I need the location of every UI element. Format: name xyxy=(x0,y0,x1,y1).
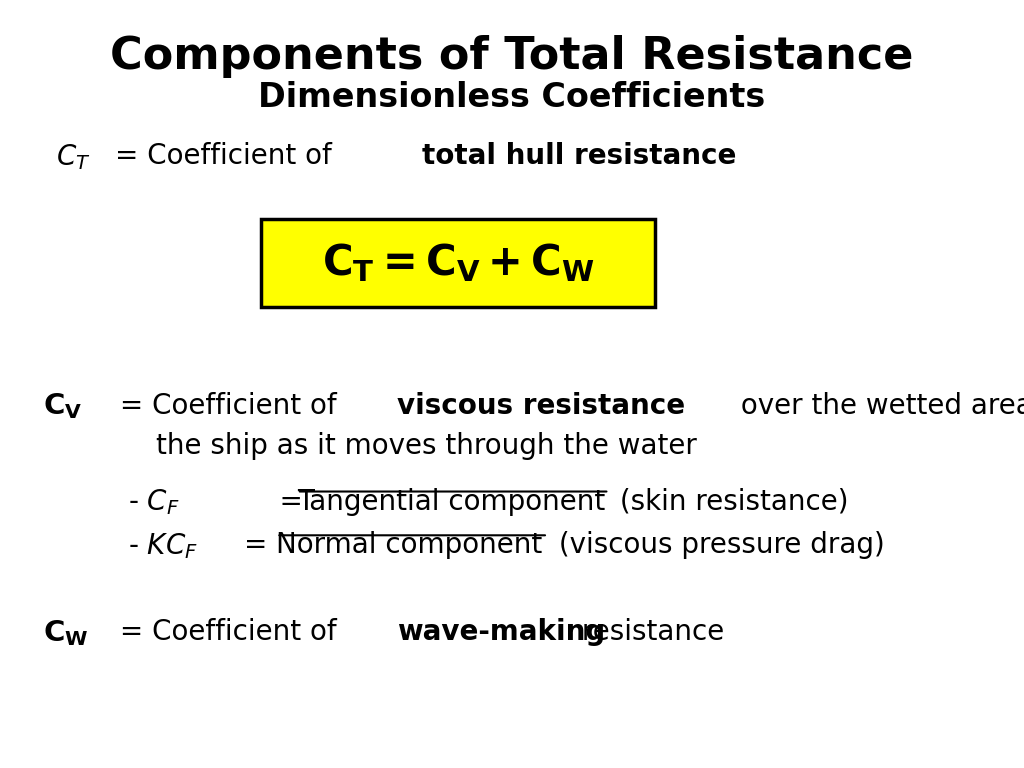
Text: $C_T$: $C_T$ xyxy=(56,142,91,172)
Text: - $KC_F$: - $KC_F$ xyxy=(128,531,198,561)
Text: - $C_F$: - $C_F$ xyxy=(128,488,179,518)
Text: Dimensionless Coefficients: Dimensionless Coefficients xyxy=(258,81,766,114)
Text: = Coefficient of: = Coefficient of xyxy=(111,392,345,419)
Text: =: = xyxy=(244,488,311,515)
Text: $\mathbf{C_V}$: $\mathbf{C_V}$ xyxy=(43,392,82,422)
Text: = Coefficient of: = Coefficient of xyxy=(115,142,340,170)
Text: Components of Total Resistance: Components of Total Resistance xyxy=(111,35,913,78)
FancyBboxPatch shape xyxy=(261,219,655,307)
Text: Tangential component: Tangential component xyxy=(297,488,605,515)
Text: wave-making: wave-making xyxy=(397,618,605,646)
Text: resistance: resistance xyxy=(573,618,725,646)
Text: the ship as it moves through the water: the ship as it moves through the water xyxy=(156,432,696,459)
Text: $\mathbf{C_W}$: $\mathbf{C_W}$ xyxy=(43,618,88,648)
Text: (viscous pressure drag): (viscous pressure drag) xyxy=(550,531,885,559)
Text: Normal component: Normal component xyxy=(276,531,543,559)
Text: viscous resistance: viscous resistance xyxy=(397,392,685,419)
Text: (skin resistance): (skin resistance) xyxy=(611,488,849,515)
Text: $\mathbf{C_T = C_V + C_W}$: $\mathbf{C_T = C_V + C_W}$ xyxy=(322,242,595,284)
Text: =: = xyxy=(244,531,275,559)
Text: total hull resistance: total hull resistance xyxy=(422,142,736,170)
Text: = Coefficient of: = Coefficient of xyxy=(111,618,345,646)
Text: over the wetted area of: over the wetted area of xyxy=(732,392,1024,419)
